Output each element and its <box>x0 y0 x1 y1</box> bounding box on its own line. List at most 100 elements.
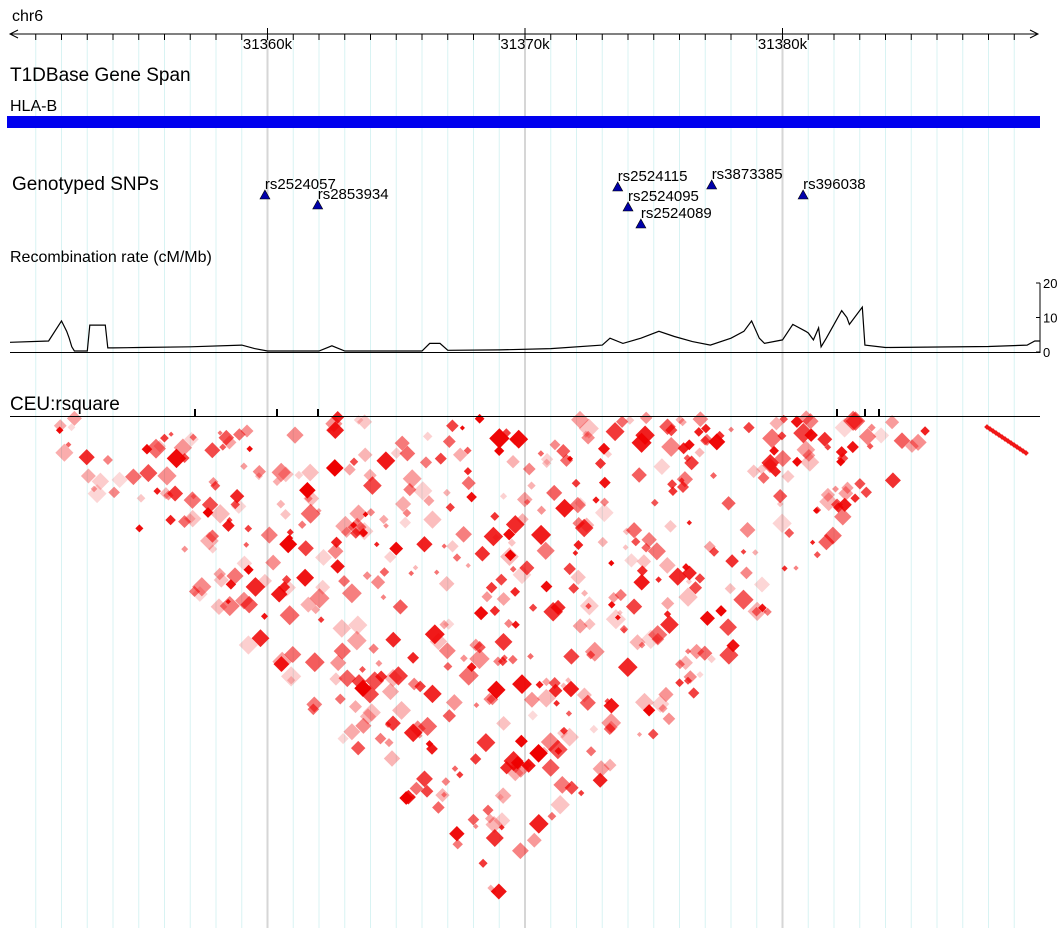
ld-cell <box>501 654 508 662</box>
snp-label: rs2524095 <box>628 188 699 205</box>
ld-cell <box>678 655 693 671</box>
ld-cell <box>297 540 314 557</box>
ld-cell <box>306 696 323 713</box>
ld-cell <box>631 467 647 483</box>
ld-cell <box>527 653 534 660</box>
ld-cell <box>286 528 294 536</box>
ld-cell <box>699 610 715 626</box>
ld-cell <box>452 447 468 463</box>
snp-marker[interactable] <box>706 179 718 190</box>
ld-cell <box>485 581 498 594</box>
ld-cell <box>438 576 455 592</box>
ld-cell <box>866 442 874 450</box>
ld-cell <box>650 498 659 507</box>
ld-cell <box>388 666 408 686</box>
ld-cell <box>696 671 704 679</box>
ld-cell <box>478 858 488 868</box>
ld-cell <box>191 586 208 602</box>
ld-cell <box>631 432 652 453</box>
ld-cell <box>547 811 557 821</box>
ld-cell <box>494 445 505 456</box>
ld-cell <box>757 471 770 484</box>
ld-cell <box>559 453 573 467</box>
ld-cell <box>746 464 761 479</box>
ld-cell <box>435 788 450 803</box>
snp-marker[interactable] <box>312 199 324 210</box>
ld-cell <box>260 612 269 620</box>
ld-cell <box>487 680 506 700</box>
ld-cell <box>379 567 390 577</box>
ld-cell <box>709 546 720 557</box>
gene-span-track: T1DBase Gene Span HLA-B <box>7 65 1040 128</box>
axis-tick-label: 31360k <box>243 36 293 53</box>
snp-marker[interactable] <box>259 189 271 200</box>
axis-ticks <box>35 28 1015 40</box>
ld-cell <box>218 429 235 446</box>
ld-cell <box>554 747 563 755</box>
ld-cell <box>675 678 684 688</box>
ld-cell <box>330 536 343 548</box>
snp-marker[interactable] <box>635 218 647 229</box>
ld-cell <box>243 541 250 548</box>
ld-cell <box>663 610 672 618</box>
ld-cell <box>697 645 713 661</box>
ld-cell <box>423 510 442 529</box>
ld-cell <box>408 570 415 577</box>
ld-cell <box>210 480 221 491</box>
ld-cell <box>456 771 464 779</box>
ld-cell <box>537 450 545 457</box>
ld-cell <box>424 624 445 645</box>
ld-cell <box>633 573 650 591</box>
ld-cell <box>550 795 570 815</box>
ld-cell <box>728 426 734 433</box>
ld-cell <box>184 431 199 447</box>
recombination-rate-line <box>9 305 1040 352</box>
ld-cell <box>740 566 753 580</box>
snp-marker[interactable] <box>797 189 809 200</box>
ld-cell <box>463 446 472 455</box>
ld-cell <box>490 883 507 900</box>
ld-cell <box>642 704 656 717</box>
ld-cell <box>362 703 381 722</box>
ld-cell <box>592 760 610 778</box>
ld-cell <box>715 605 727 617</box>
ld-cell <box>363 476 382 495</box>
ld-cell <box>325 459 344 477</box>
ld-cell <box>686 520 692 526</box>
ld-cell <box>78 449 95 466</box>
ld-cell <box>739 522 756 538</box>
ld-cell <box>301 463 320 482</box>
ld-cell <box>490 511 500 521</box>
ld-cell <box>178 515 191 529</box>
ld-cell <box>581 430 595 445</box>
ld-cell <box>675 659 685 670</box>
ld-cell <box>279 535 298 554</box>
ld-cell <box>565 710 573 717</box>
gene-bar-hla-b[interactable] <box>7 116 1040 128</box>
ld-cell <box>604 698 611 705</box>
ld-cell <box>678 417 687 427</box>
ld-cell <box>809 539 816 545</box>
ld-cell <box>512 565 532 585</box>
ld-cell <box>445 502 455 512</box>
ld-cell <box>514 734 528 748</box>
axis-left-arrow <box>8 29 19 39</box>
ld-cell <box>384 668 403 688</box>
ld-cell <box>605 609 626 630</box>
ld-cell <box>399 516 411 529</box>
ld-cell <box>485 816 503 834</box>
ld-cell <box>359 666 366 673</box>
ld-cell <box>586 746 597 757</box>
ld-cell <box>497 793 504 801</box>
ld-cell <box>459 425 465 431</box>
snp-marker[interactable] <box>622 201 634 212</box>
axis-tick-label: 31380k <box>758 36 808 53</box>
ld-cell <box>781 469 795 484</box>
snp-marker[interactable] <box>612 181 624 192</box>
ld-cell <box>449 825 465 842</box>
ld-cell <box>360 685 380 704</box>
ld-cell <box>661 596 675 611</box>
ld-cell <box>579 517 595 533</box>
ld-cell <box>658 703 668 714</box>
